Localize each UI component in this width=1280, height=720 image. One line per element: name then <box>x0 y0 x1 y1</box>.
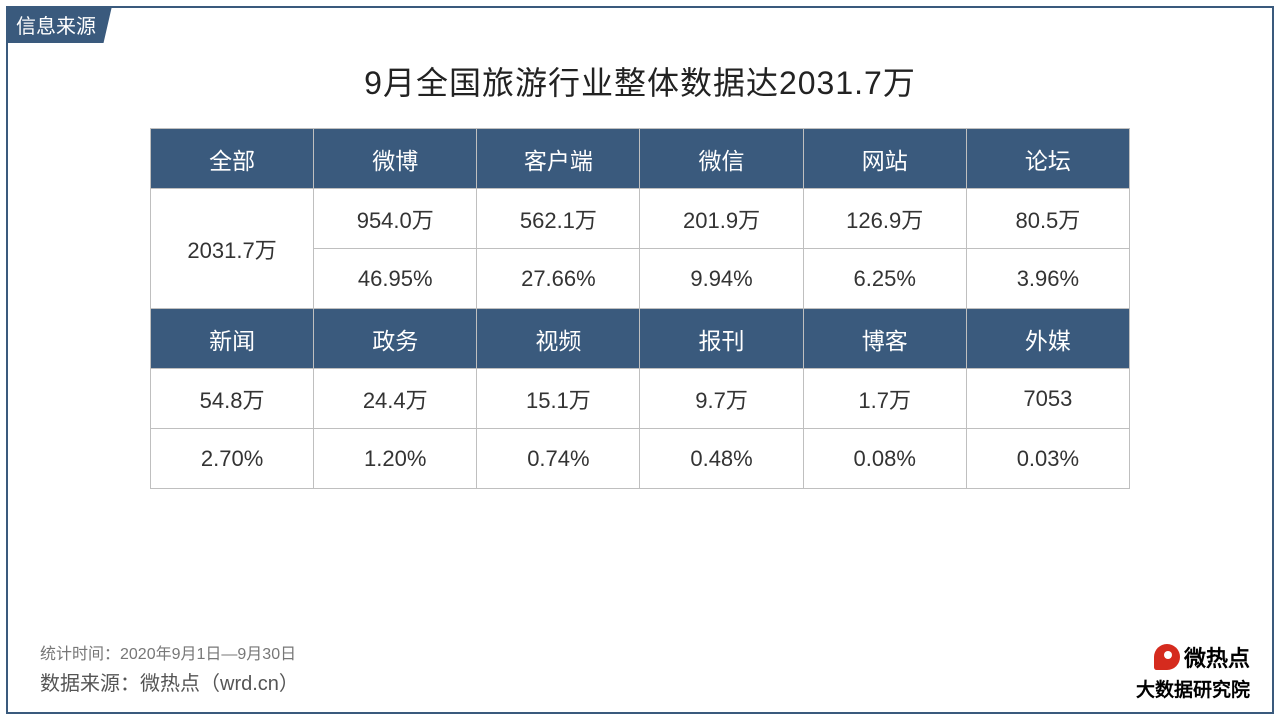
value-cell: 126.9万 <box>803 189 966 249</box>
table-header-row-2: 新闻 政务 视频 报刊 博客 外媒 <box>151 309 1130 369</box>
col-header: 网站 <box>803 129 966 189</box>
table-row: 2031.7万 954.0万 562.1万 201.9万 126.9万 80.5… <box>151 189 1130 249</box>
data-source: 数据来源：微热点（wrd.cn） <box>40 668 299 700</box>
col-header: 视频 <box>477 309 640 369</box>
table-header-row-1: 全部 微博 客户端 微信 网站 论坛 <box>151 129 1130 189</box>
value-cell: 954.0万 <box>314 189 477 249</box>
total-cell: 2031.7万 <box>151 189 314 309</box>
value-cell: 80.5万 <box>966 189 1129 249</box>
pct-cell: 1.20% <box>314 429 477 489</box>
stat-period: 统计时间：2020年9月1日—9月30日 <box>40 642 299 668</box>
logo-line2: 大数据研究院 <box>1136 675 1250 702</box>
logo-line1: 微热点 <box>1184 641 1250 673</box>
value-cell: 201.9万 <box>640 189 803 249</box>
pct-cell: 3.96% <box>966 249 1129 309</box>
pct-cell: 0.08% <box>803 429 966 489</box>
col-header: 全部 <box>151 129 314 189</box>
pct-cell: 6.25% <box>803 249 966 309</box>
brand-logo: 微热点 大数据研究院 <box>1136 641 1250 702</box>
footer-notes: 统计时间：2020年9月1日—9月30日 数据来源：微热点（wrd.cn） <box>40 642 299 700</box>
value-cell: 15.1万 <box>477 369 640 429</box>
pct-cell: 2.70% <box>151 429 314 489</box>
col-header: 报刊 <box>640 309 803 369</box>
value-cell: 7053 <box>966 369 1129 429</box>
page-title: 9月全国旅游行业整体数据达2031.7万 <box>0 58 1280 104</box>
value-cell: 54.8万 <box>151 369 314 429</box>
value-cell: 9.7万 <box>640 369 803 429</box>
col-header: 政务 <box>314 309 477 369</box>
col-header: 微信 <box>640 129 803 189</box>
value-cell: 1.7万 <box>803 369 966 429</box>
eye-icon <box>1154 644 1180 670</box>
pct-cell: 0.48% <box>640 429 803 489</box>
table-row: 54.8万 24.4万 15.1万 9.7万 1.7万 7053 <box>151 369 1130 429</box>
table-row: 2.70% 1.20% 0.74% 0.48% 0.08% 0.03% <box>151 429 1130 489</box>
col-header: 新闻 <box>151 309 314 369</box>
col-header: 博客 <box>803 309 966 369</box>
section-tag: 信息来源 <box>6 6 112 43</box>
col-header: 微博 <box>314 129 477 189</box>
pct-cell: 46.95% <box>314 249 477 309</box>
data-table: 全部 微博 客户端 微信 网站 论坛 2031.7万 954.0万 562.1万… <box>150 128 1130 489</box>
pct-cell: 9.94% <box>640 249 803 309</box>
col-header: 客户端 <box>477 129 640 189</box>
col-header: 外媒 <box>966 309 1129 369</box>
value-cell: 24.4万 <box>314 369 477 429</box>
value-cell: 562.1万 <box>477 189 640 249</box>
pct-cell: 27.66% <box>477 249 640 309</box>
pct-cell: 0.74% <box>477 429 640 489</box>
pct-cell: 0.03% <box>966 429 1129 489</box>
col-header: 论坛 <box>966 129 1129 189</box>
